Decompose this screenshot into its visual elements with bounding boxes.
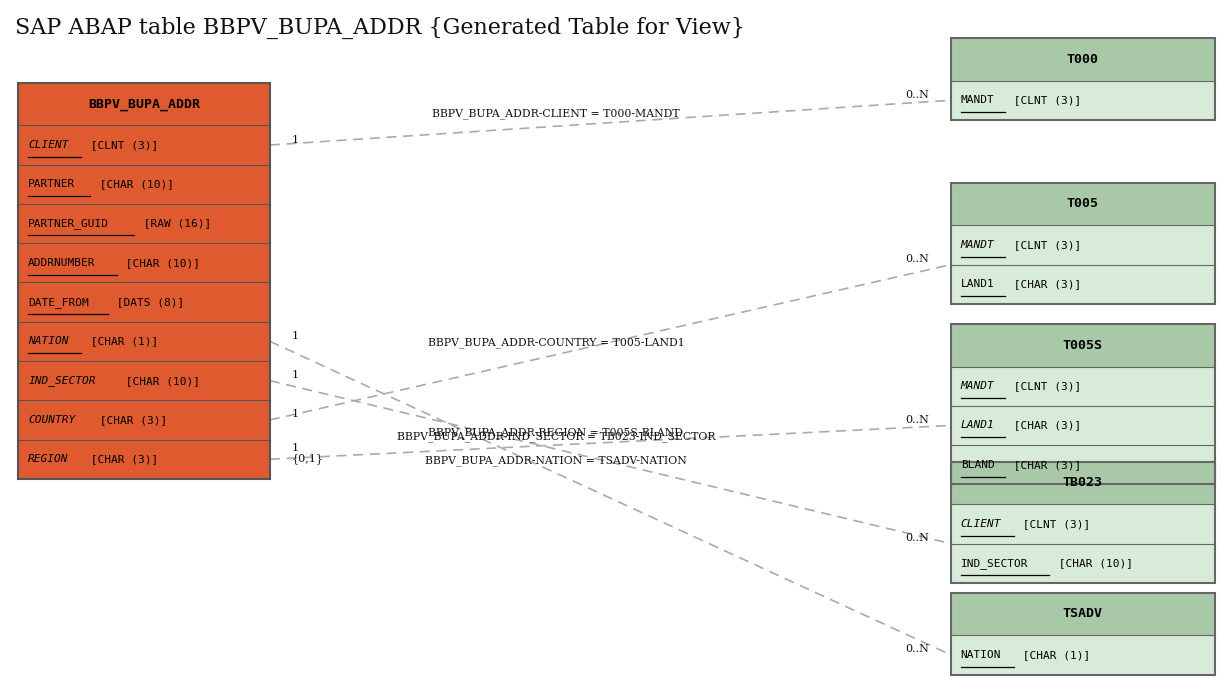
Text: 1: 1	[292, 409, 299, 420]
FancyBboxPatch shape	[951, 324, 1215, 367]
Text: [DATS (8)]: [DATS (8)]	[110, 297, 184, 307]
Text: BLAND: BLAND	[961, 460, 995, 470]
Text: [CHAR (3)]: [CHAR (3)]	[1007, 460, 1082, 470]
Text: NATION: NATION	[961, 650, 1001, 660]
FancyBboxPatch shape	[18, 243, 270, 282]
Text: [CHAR (3)]: [CHAR (3)]	[1007, 420, 1082, 431]
FancyBboxPatch shape	[18, 400, 270, 440]
Text: 1: 1	[292, 331, 299, 341]
Text: T005S: T005S	[1063, 339, 1103, 351]
FancyBboxPatch shape	[18, 83, 270, 125]
FancyBboxPatch shape	[951, 635, 1215, 675]
FancyBboxPatch shape	[951, 406, 1215, 445]
FancyBboxPatch shape	[18, 440, 270, 479]
Text: [CHAR (10)]: [CHAR (10)]	[92, 179, 173, 189]
Text: IND_SECTOR: IND_SECTOR	[961, 558, 1028, 568]
Text: [CHAR (10)]: [CHAR (10)]	[119, 258, 200, 268]
Text: BBPV_BUPA_ADDR: BBPV_BUPA_ADDR	[88, 98, 200, 110]
Text: BBPV_BUPA_ADDR-COUNTRY = T005-LAND1: BBPV_BUPA_ADDR-COUNTRY = T005-LAND1	[427, 337, 685, 348]
FancyBboxPatch shape	[951, 367, 1215, 406]
Text: TB023: TB023	[1063, 477, 1103, 489]
FancyBboxPatch shape	[951, 504, 1215, 544]
FancyBboxPatch shape	[18, 204, 270, 243]
Text: CLIENT: CLIENT	[28, 140, 69, 150]
FancyBboxPatch shape	[951, 81, 1215, 120]
Text: PARTNER_GUID: PARTNER_GUID	[28, 218, 109, 229]
Text: [CLNT (3)]: [CLNT (3)]	[1007, 381, 1082, 391]
Text: T005: T005	[1066, 198, 1099, 210]
Text: COUNTRY: COUNTRY	[28, 415, 76, 425]
Text: 0..N: 0..N	[906, 644, 929, 655]
FancyBboxPatch shape	[951, 265, 1215, 304]
Text: 1
{0,1}: 1 {0,1}	[292, 443, 324, 464]
Text: [CLNT (3)]: [CLNT (3)]	[83, 140, 158, 150]
Text: [CHAR (1)]: [CHAR (1)]	[1016, 650, 1091, 660]
FancyBboxPatch shape	[18, 125, 270, 165]
Text: 0..N: 0..N	[906, 415, 929, 425]
Text: [CHAR (3)]: [CHAR (3)]	[83, 454, 158, 464]
FancyBboxPatch shape	[951, 544, 1215, 583]
Text: LAND1: LAND1	[961, 279, 995, 289]
Text: CLIENT: CLIENT	[961, 519, 1001, 529]
Text: BBPV_BUPA_ADDR-CLIENT = T000-MANDT: BBPV_BUPA_ADDR-CLIENT = T000-MANDT	[432, 108, 680, 119]
FancyBboxPatch shape	[18, 322, 270, 361]
Text: SAP ABAP table BBPV_BUPA_ADDR {Generated Table for View}: SAP ABAP table BBPV_BUPA_ADDR {Generated…	[15, 17, 745, 39]
Text: 0..N: 0..N	[906, 90, 929, 100]
Text: BBPV_BUPA_ADDR-REGION = T005S-BLAND: BBPV_BUPA_ADDR-REGION = T005S-BLAND	[428, 427, 683, 438]
Text: TSADV: TSADV	[1063, 608, 1103, 620]
FancyBboxPatch shape	[18, 361, 270, 400]
Text: ADDRNUMBER: ADDRNUMBER	[28, 258, 96, 268]
Text: [CHAR (3)]: [CHAR (3)]	[92, 415, 167, 425]
Text: [CHAR (10)]: [CHAR (10)]	[119, 376, 200, 386]
Text: 1: 1	[292, 370, 299, 380]
Text: 0..N: 0..N	[906, 254, 929, 264]
Text: MANDT: MANDT	[961, 240, 995, 250]
Text: MANDT: MANDT	[961, 381, 995, 391]
FancyBboxPatch shape	[951, 593, 1215, 635]
Text: MANDT: MANDT	[961, 95, 995, 105]
Text: [CLNT (3)]: [CLNT (3)]	[1007, 240, 1082, 250]
Text: T000: T000	[1066, 53, 1099, 65]
Text: PARTNER: PARTNER	[28, 179, 76, 189]
FancyBboxPatch shape	[18, 282, 270, 322]
Text: BBPV_BUPA_ADDR-NATION = TSADV-NATION: BBPV_BUPA_ADDR-NATION = TSADV-NATION	[425, 455, 687, 466]
Text: DATE_FROM: DATE_FROM	[28, 297, 90, 307]
Text: BBPV_BUPA_ADDR-IND_SECTOR = TB023-IND_SECTOR: BBPV_BUPA_ADDR-IND_SECTOR = TB023-IND_SE…	[396, 431, 715, 442]
FancyBboxPatch shape	[951, 225, 1215, 265]
Text: [RAW (16)]: [RAW (16)]	[136, 218, 211, 229]
FancyBboxPatch shape	[951, 462, 1215, 504]
FancyBboxPatch shape	[951, 38, 1215, 81]
Text: [CLNT (3)]: [CLNT (3)]	[1007, 95, 1082, 105]
Text: 0..N: 0..N	[906, 533, 929, 543]
Text: LAND1: LAND1	[961, 420, 995, 431]
Text: [CLNT (3)]: [CLNT (3)]	[1016, 519, 1091, 529]
FancyBboxPatch shape	[951, 445, 1215, 484]
Text: IND_SECTOR: IND_SECTOR	[28, 376, 96, 386]
Text: NATION: NATION	[28, 336, 69, 347]
FancyBboxPatch shape	[18, 165, 270, 204]
Text: REGION: REGION	[28, 454, 69, 464]
Text: 1: 1	[292, 134, 299, 145]
Text: [CHAR (1)]: [CHAR (1)]	[83, 336, 158, 347]
Text: [CHAR (3)]: [CHAR (3)]	[1007, 279, 1082, 289]
Text: [CHAR (10)]: [CHAR (10)]	[1052, 558, 1133, 568]
FancyBboxPatch shape	[951, 183, 1215, 225]
